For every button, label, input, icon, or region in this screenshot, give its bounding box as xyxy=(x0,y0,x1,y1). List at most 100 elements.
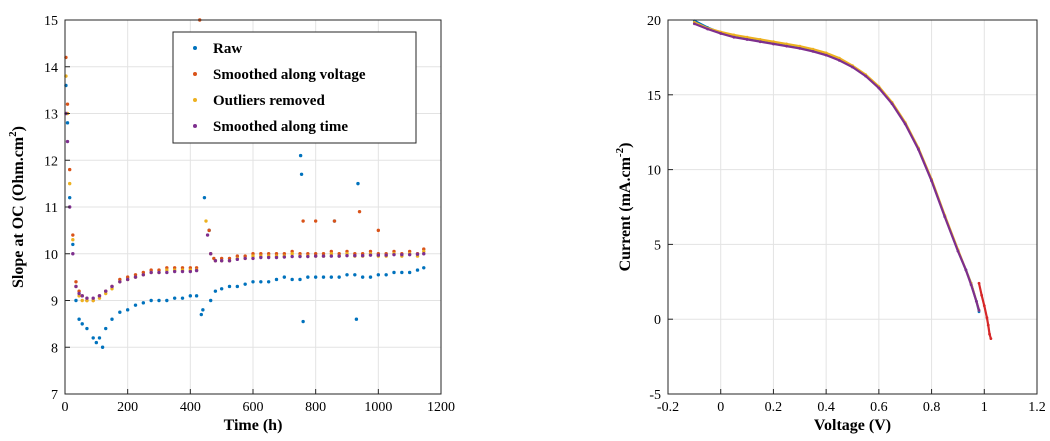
data-point xyxy=(251,254,255,258)
data-point xyxy=(85,296,89,300)
data-point xyxy=(321,252,326,256)
legend-label: Smoothed along time xyxy=(213,119,348,135)
data-point xyxy=(149,298,153,303)
data-point xyxy=(141,270,146,275)
data-point xyxy=(313,254,318,258)
y-tick-label: 8 xyxy=(51,341,58,356)
x-tick-label: 1200 xyxy=(427,400,455,415)
data-point xyxy=(172,296,177,300)
data-point xyxy=(329,254,334,258)
data-point xyxy=(202,195,207,200)
data-point xyxy=(91,296,95,300)
series-4 xyxy=(64,111,426,300)
x-tick-label: 0.8 xyxy=(923,400,941,415)
y-axis-title-superscript: 2 xyxy=(7,131,19,137)
x-tick-label: 0 xyxy=(62,400,69,415)
data-point xyxy=(306,252,310,256)
data-point xyxy=(125,275,130,279)
data-point xyxy=(188,269,193,274)
data-point xyxy=(235,254,240,258)
data-point xyxy=(989,337,993,341)
data-point xyxy=(982,304,986,308)
data-point xyxy=(969,283,973,287)
data-point xyxy=(321,254,326,258)
data-point xyxy=(133,303,138,307)
legend-item: Smoothed along voltage xyxy=(193,67,366,83)
x-axis-title: Time (h) xyxy=(224,417,283,434)
data-point xyxy=(165,266,169,270)
data-point xyxy=(80,294,84,298)
data-point xyxy=(811,50,815,53)
data-point xyxy=(149,268,153,272)
legend-item: Smoothed along time xyxy=(193,119,348,135)
y-axis-title: Current (mA.cm-2) xyxy=(614,143,634,272)
data-point xyxy=(345,253,349,258)
data-point xyxy=(360,253,365,258)
data-point xyxy=(345,249,349,254)
data-point xyxy=(243,254,247,258)
data-point xyxy=(172,266,177,270)
data-point xyxy=(313,252,318,256)
data-point xyxy=(219,287,224,291)
data-point xyxy=(219,259,224,263)
data-point xyxy=(180,269,185,274)
data-point xyxy=(65,102,70,106)
data-point xyxy=(97,296,102,300)
legend-item: Outliers removed xyxy=(193,93,325,109)
data-point xyxy=(837,58,841,62)
data-point xyxy=(125,277,130,282)
data-point xyxy=(118,277,122,282)
data-point xyxy=(227,256,232,261)
data-point xyxy=(758,38,762,41)
y-tick-label: 5 xyxy=(654,238,661,253)
x-tick-label: 0.2 xyxy=(765,400,783,415)
axes-box xyxy=(667,19,1038,395)
data-point xyxy=(194,266,199,270)
y-axis-title-superscript: -2 xyxy=(614,147,626,157)
data-point xyxy=(165,268,169,272)
x-tick-label: 0 xyxy=(717,400,724,415)
data-point xyxy=(110,317,114,321)
legend-label: Outliers removed xyxy=(213,93,325,109)
data-point xyxy=(71,233,75,237)
x-tick-label: -0.2 xyxy=(657,400,679,415)
data-point xyxy=(368,249,373,254)
data-point xyxy=(251,252,255,256)
data-point xyxy=(207,228,211,233)
data-point xyxy=(384,253,388,257)
x-tick-label: 800 xyxy=(305,400,326,415)
data-point xyxy=(321,275,326,279)
series-1 xyxy=(64,83,426,349)
chart-slope-vs-time: 0 200 400 600 800 1000 1200 7 8 9 10 11 12 13 14 15 Time… xyxy=(7,14,455,434)
data-point xyxy=(274,277,279,282)
x-tick-label: 600 xyxy=(243,400,264,415)
data-point xyxy=(706,27,709,31)
data-point xyxy=(930,179,933,183)
data-point xyxy=(80,298,84,303)
data-point xyxy=(415,252,420,256)
data-point xyxy=(201,308,205,312)
data-point xyxy=(274,252,279,256)
data-point xyxy=(243,282,247,286)
data-point xyxy=(745,35,749,39)
data-point xyxy=(354,317,359,321)
y-axis-title-end: ) xyxy=(617,143,634,148)
data-point xyxy=(407,252,412,257)
data-point xyxy=(313,275,318,279)
y-tick-label: 12 xyxy=(44,154,58,169)
data-point xyxy=(392,270,396,275)
data-point xyxy=(772,40,775,44)
legend-label: Smoothed along voltage xyxy=(213,67,366,83)
data-point xyxy=(157,270,161,275)
data-point xyxy=(785,42,789,46)
data-point xyxy=(219,256,224,261)
data-point xyxy=(392,249,396,254)
data-point xyxy=(306,275,310,279)
data-point xyxy=(298,252,302,256)
data-point xyxy=(266,252,271,256)
y-axis-title: Slope at OC (Ohm.cm2) xyxy=(7,126,27,288)
data-point xyxy=(422,252,426,256)
data-point xyxy=(68,167,72,172)
data-point xyxy=(266,280,271,284)
data-point xyxy=(290,252,294,256)
